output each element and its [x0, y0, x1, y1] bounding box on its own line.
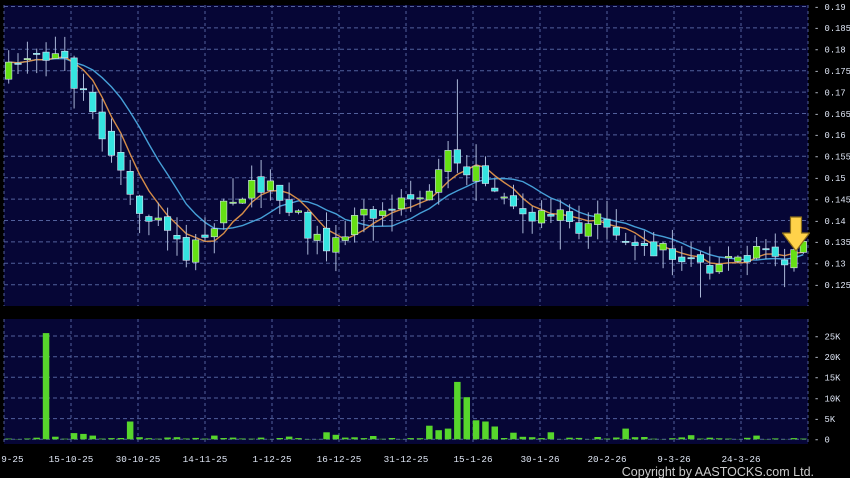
svg-text:31-12-25: 31-12-25 — [384, 454, 429, 465]
svg-text:9-3-26: 9-3-26 — [657, 454, 690, 465]
svg-text:- 0.165: - 0.165 — [814, 110, 850, 120]
svg-text:20-2-26: 20-2-26 — [587, 454, 626, 465]
svg-text:- 0.15: - 0.15 — [814, 174, 846, 184]
svg-text:30-10-25: 30-10-25 — [116, 454, 161, 465]
svg-text:- 0.19: - 0.19 — [814, 3, 846, 13]
svg-text:- 0.13: - 0.13 — [814, 260, 846, 270]
svg-text:24-3-26: 24-3-26 — [721, 454, 760, 465]
svg-text:29-9-25: 29-9-25 — [0, 454, 24, 465]
svg-text:- 0.175: - 0.175 — [814, 67, 850, 77]
svg-text:- 0.125: - 0.125 — [814, 281, 850, 291]
svg-text:- 0.145: - 0.145 — [814, 195, 850, 205]
svg-text:14-11-25: 14-11-25 — [183, 454, 228, 465]
svg-text:- 0.155: - 0.155 — [814, 153, 850, 163]
svg-text:- 20K: - 20K — [814, 353, 841, 363]
svg-text:- 0.135: - 0.135 — [814, 238, 850, 248]
svg-text:- 25K: - 25K — [814, 332, 841, 342]
svg-text:- 0.14: - 0.14 — [814, 217, 846, 227]
svg-text:- 0.18: - 0.18 — [814, 46, 846, 56]
svg-text:- 5K: - 5K — [814, 415, 836, 425]
svg-text:- 0: - 0 — [814, 436, 830, 446]
svg-text:- 0.16: - 0.16 — [814, 131, 846, 141]
svg-text:1-12-25: 1-12-25 — [252, 454, 291, 465]
svg-text:30-1-26: 30-1-26 — [520, 454, 559, 465]
svg-text:- 0.17: - 0.17 — [814, 88, 846, 98]
svg-text:15-10-25: 15-10-25 — [49, 454, 94, 465]
svg-text:- 10K: - 10K — [814, 394, 841, 404]
svg-text:Copyright by AASTOCKS.com Ltd.: Copyright by AASTOCKS.com Ltd. — [622, 465, 814, 478]
svg-text:16-12-25: 16-12-25 — [317, 454, 362, 465]
svg-text:- 15K: - 15K — [814, 374, 841, 384]
svg-text:15-1-26: 15-1-26 — [453, 454, 492, 465]
svg-text:- 0.185: - 0.185 — [814, 24, 850, 34]
